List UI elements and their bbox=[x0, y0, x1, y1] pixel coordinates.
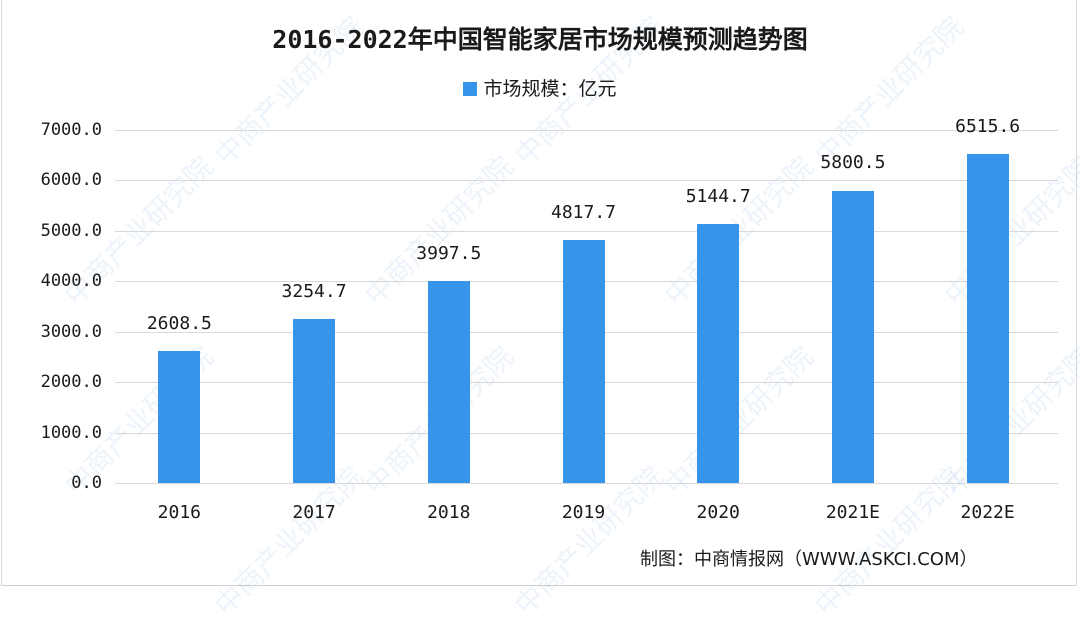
chart-title: 2016-2022年中国智能家居市场规模预测趋势图 bbox=[272, 25, 808, 54]
x-tick-label: 2018 bbox=[427, 502, 471, 523]
bar-2017 bbox=[293, 318, 336, 483]
gridline bbox=[115, 180, 1058, 182]
y-tick-label: 5000.0 bbox=[40, 220, 102, 241]
gridline bbox=[115, 230, 1058, 232]
bar-2020 bbox=[697, 223, 740, 483]
legend: 市场规模：亿元 bbox=[0, 74, 1080, 101]
data-label: 3997.5 bbox=[416, 243, 482, 265]
y-tick-label: 7000.0 bbox=[40, 120, 102, 140]
y-tick-label: 4000.0 bbox=[40, 271, 102, 292]
data-label: 4817.7 bbox=[550, 202, 617, 224]
legend-label: 市场规模：亿元 bbox=[483, 78, 617, 100]
gridline bbox=[115, 483, 1058, 484]
y-tick-label: 3000.0 bbox=[40, 321, 102, 342]
x-tick-label: 2020 bbox=[696, 502, 740, 523]
legend-swatch-icon bbox=[463, 82, 478, 96]
bar-2021E bbox=[831, 190, 874, 483]
x-tick-label: 2017 bbox=[292, 502, 336, 523]
bar-2022E bbox=[966, 154, 1009, 483]
x-tick-label: 2016 bbox=[157, 502, 202, 523]
data-label: 6515.6 bbox=[955, 116, 1021, 138]
y-tick-label: 2000.0 bbox=[40, 372, 102, 393]
y-tick-label: 0.0 bbox=[71, 473, 102, 493]
x-tick-label: 2021E bbox=[825, 502, 881, 523]
gridline bbox=[115, 130, 1058, 131]
bar-2019 bbox=[562, 240, 605, 483]
bar-2018 bbox=[427, 281, 470, 483]
data-label: 2608.5 bbox=[146, 313, 212, 335]
data-label: 5800.5 bbox=[820, 152, 886, 174]
chart-frame bbox=[1, 0, 1077, 586]
data-label: 5144.7 bbox=[685, 185, 751, 207]
data-label: 3254.7 bbox=[281, 280, 347, 302]
y-tick-label: 6000.0 bbox=[40, 170, 102, 191]
x-tick-label: 2022E bbox=[960, 502, 1015, 523]
bar-2016 bbox=[158, 351, 201, 483]
source-note: 制图：中商情报网（WWW.ASKCI.COM） bbox=[640, 549, 978, 570]
y-tick-label: 1000.0 bbox=[40, 422, 102, 443]
plot-area: 0.0 1000.0 2000.0 3000.0 4000.0 5000.0 6000.0 7… bbox=[41, 116, 1058, 523]
x-tick-label: 2019 bbox=[561, 502, 606, 523]
